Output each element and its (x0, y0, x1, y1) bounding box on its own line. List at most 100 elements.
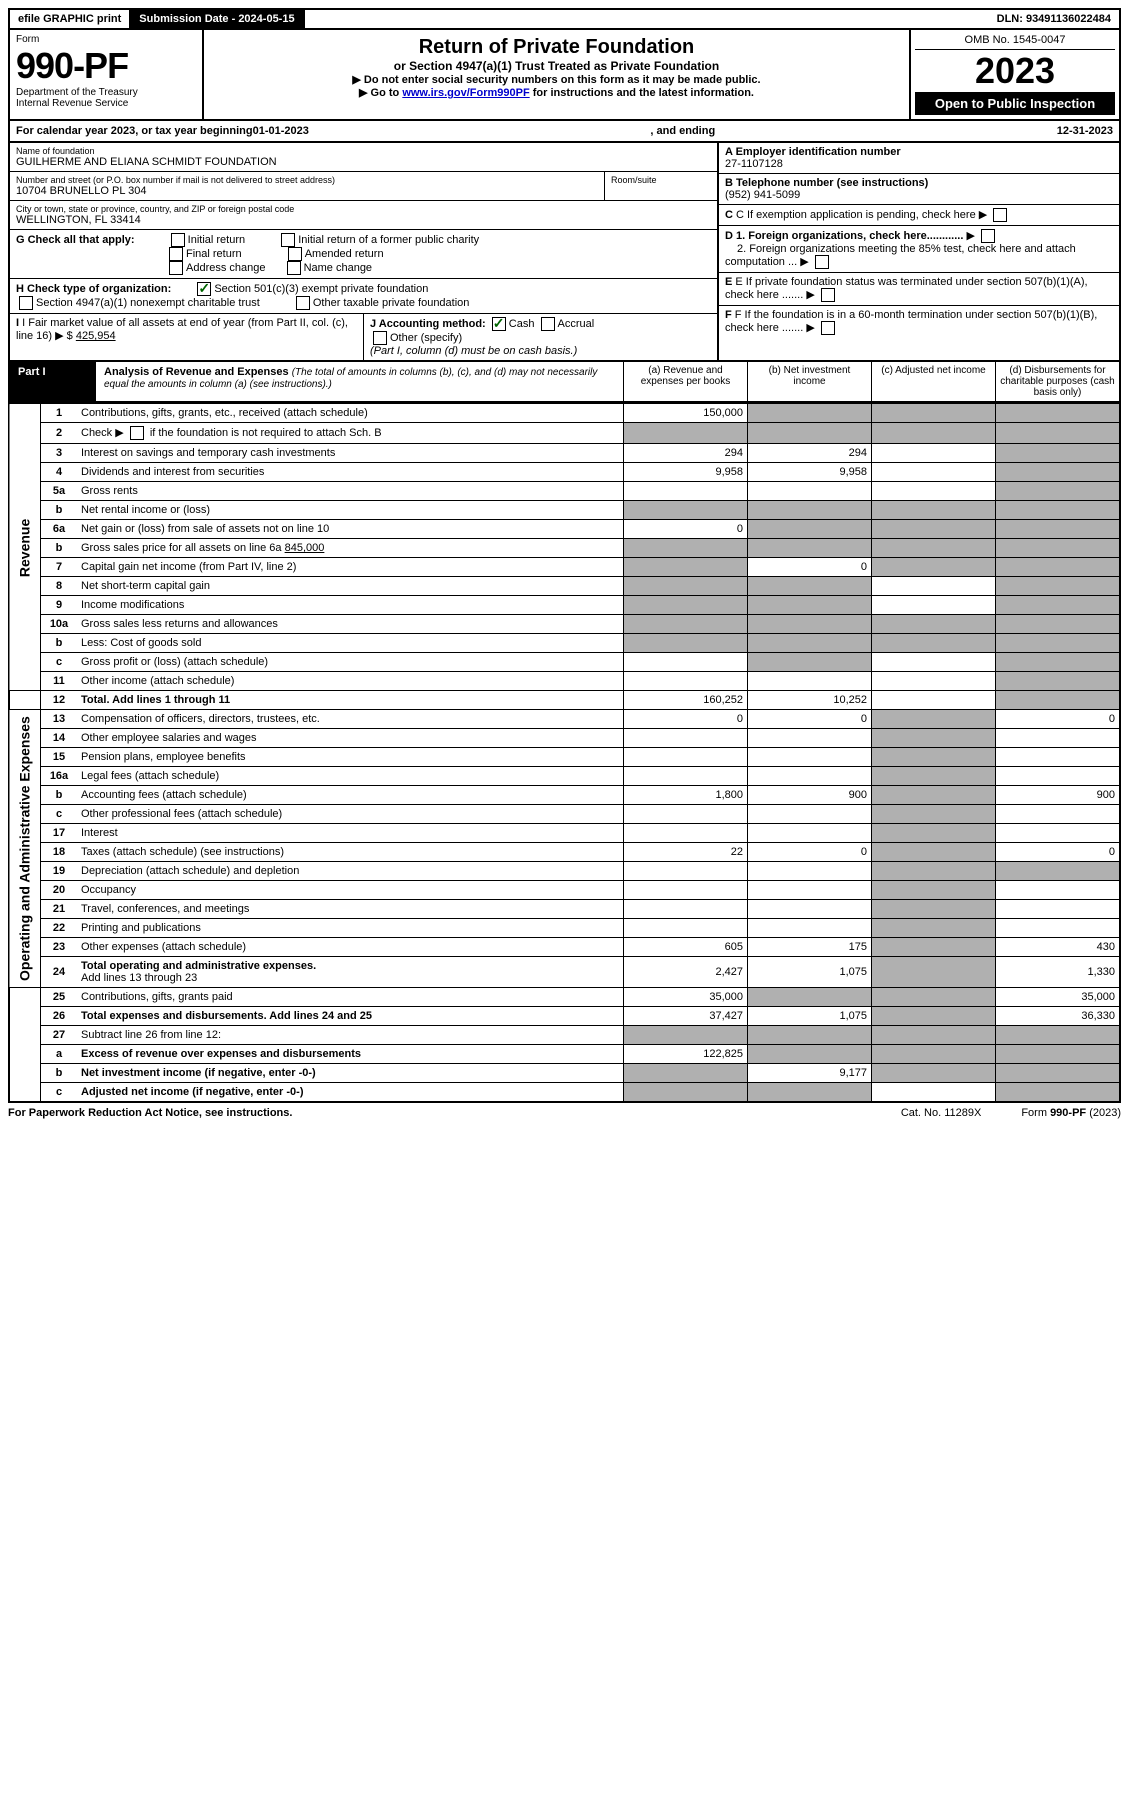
table-row: 6a Net gain or (loss) from sale of asset… (9, 520, 1120, 539)
ein-label: A Employer identification number (725, 146, 1113, 158)
part1-title: Analysis of Revenue and Expenses (104, 366, 289, 378)
name-change-checkbox[interactable] (287, 261, 301, 275)
paperwork-notice: For Paperwork Reduction Act Notice, see … (8, 1107, 292, 1119)
table-row: 22 Printing and publications (9, 919, 1120, 938)
ein-value: 27-1107128 (725, 158, 1113, 170)
calendar-year-row: For calendar year 2023, or tax year begi… (8, 121, 1121, 143)
d1-checkbox[interactable] (981, 229, 995, 243)
final-return-checkbox[interactable] (169, 247, 183, 261)
instruction-2: ▶ Go to www.irs.gov/Form990PF for instru… (210, 86, 903, 99)
table-row: 16a Legal fees (attach schedule) (9, 767, 1120, 786)
form-header: Form 990-PF Department of the Treasury I… (8, 30, 1121, 121)
table-row: 2 Check ▶ if the foundation is not requi… (9, 423, 1120, 444)
schb-checkbox[interactable] (130, 426, 144, 440)
i-fmv: I I Fair market value of all assets at e… (10, 314, 364, 360)
form-label: Form (16, 34, 196, 45)
city-label: City or town, state or province, country… (16, 204, 711, 214)
table-row: 23 Other expenses (attach schedule) 605 … (9, 938, 1120, 957)
fmv-value: 425,954 (76, 330, 116, 342)
table-row: 11 Other income (attach schedule) (9, 672, 1120, 691)
open-public: Open to Public Inspection (915, 92, 1115, 115)
table-row: 19 Depreciation (attach schedule) and de… (9, 862, 1120, 881)
topbar: efile GRAPHIC print Submission Date - 20… (8, 8, 1121, 30)
part1-table: Revenue 1 Contributions, gifts, grants, … (8, 403, 1121, 1103)
col-d-head: (d) Disbursements for charitable purpose… (995, 362, 1119, 401)
table-row: 14 Other employee salaries and wages (9, 729, 1120, 748)
table-row: Revenue 1 Contributions, gifts, grants, … (9, 404, 1120, 423)
table-row: 7 Capital gain net income (from Part IV,… (9, 558, 1120, 577)
f-termination: F F If the foundation is in a 60-month t… (719, 306, 1119, 338)
tel-label: B Telephone number (see instructions) (725, 177, 1113, 189)
addr-label: Number and street (or P.O. box number if… (16, 175, 598, 185)
address-change-checkbox[interactable] (169, 261, 183, 275)
j-accounting: J Accounting method: Cash Accrual Other … (364, 314, 717, 360)
table-row: c Other professional fees (attach schedu… (9, 805, 1120, 824)
efile-label[interactable]: efile GRAPHIC print (10, 10, 131, 28)
e-checkbox[interactable] (821, 288, 835, 302)
form-title: Return of Private Foundation (210, 36, 903, 59)
table-row: 18 Taxes (attach schedule) (see instruct… (9, 843, 1120, 862)
tax-year: 2023 (915, 50, 1115, 92)
irs-label: Internal Revenue Service (16, 98, 196, 109)
e-terminated: E E If private foundation status was ter… (719, 273, 1119, 306)
cat-no: Cat. No. 11289X (901, 1107, 982, 1119)
d2-checkbox[interactable] (815, 255, 829, 269)
table-row: 25 Contributions, gifts, grants paid 35,… (9, 988, 1120, 1007)
table-row: 27 Subtract line 26 from line 12: (9, 1026, 1120, 1045)
table-row: 24 Total operating and administrative ex… (9, 957, 1120, 988)
col-b-head: (b) Net investment income (747, 362, 871, 401)
accrual-checkbox[interactable] (541, 317, 555, 331)
table-row: 12 Total. Add lines 1 through 11 160,252… (9, 691, 1120, 710)
501c3-checkbox[interactable] (197, 282, 211, 296)
submission-date: Submission Date - 2024-05-15 (131, 10, 304, 28)
d-foreign: D 1. Foreign organizations, check here..… (719, 226, 1119, 273)
4947-checkbox[interactable] (19, 296, 33, 310)
h-check-row: H Check type of organization: Section 50… (10, 279, 717, 314)
omb-number: OMB No. 1545-0047 (915, 34, 1115, 50)
initial-return-checkbox[interactable] (171, 233, 185, 247)
initial-former-checkbox[interactable] (281, 233, 295, 247)
table-row: 15 Pension plans, employee benefits (9, 748, 1120, 767)
cash-checkbox[interactable] (492, 317, 506, 331)
table-row: a Excess of revenue over expenses and di… (9, 1045, 1120, 1064)
name-label: Name of foundation (16, 146, 711, 156)
part1-header: Part I Analysis of Revenue and Expenses … (8, 362, 1121, 403)
amended-return-checkbox[interactable] (288, 247, 302, 261)
irs-link[interactable]: www.irs.gov/Form990PF (402, 87, 529, 99)
table-row: b Accounting fees (attach schedule) 1,80… (9, 786, 1120, 805)
info-section: Name of foundation GUILHERME AND ELIANA … (8, 143, 1121, 362)
city-state-zip: WELLINGTON, FL 33414 (16, 214, 711, 226)
c-checkbox[interactable] (993, 208, 1007, 222)
table-row: 4 Dividends and interest from securities… (9, 463, 1120, 482)
street-address: 10704 BRUNELLO PL 304 (16, 185, 598, 197)
footer: For Paperwork Reduction Act Notice, see … (8, 1103, 1121, 1119)
tel-value: (952) 941-5099 (725, 189, 1113, 201)
form-footer: Form 990-PF (2023) (1021, 1107, 1121, 1119)
table-row: 21 Travel, conferences, and meetings (9, 900, 1120, 919)
col-a-head: (a) Revenue and expenses per books (623, 362, 747, 401)
table-row: 8 Net short-term capital gain (9, 577, 1120, 596)
revenue-side-label: Revenue (9, 404, 41, 691)
part1-label: Part I (10, 362, 96, 401)
expenses-side-label: Operating and Administrative Expenses (9, 710, 41, 988)
room-label: Room/suite (611, 175, 711, 185)
table-row: 17 Interest (9, 824, 1120, 843)
instruction-1: ▶ Do not enter social security numbers o… (210, 73, 903, 86)
dept-treasury: Department of the Treasury (16, 87, 196, 98)
dln: DLN: 93491136022484 (989, 10, 1119, 28)
table-row: c Gross profit or (loss) (attach schedul… (9, 653, 1120, 672)
table-row: 26 Total expenses and disbursements. Add… (9, 1007, 1120, 1026)
other-method-checkbox[interactable] (373, 331, 387, 345)
c-exemption: C C If exemption application is pending,… (719, 205, 1119, 226)
table-row: b Net investment income (if negative, en… (9, 1064, 1120, 1083)
table-row: b Less: Cost of goods sold (9, 634, 1120, 653)
table-row: 9 Income modifications (9, 596, 1120, 615)
other-taxable-checkbox[interactable] (296, 296, 310, 310)
form-number: 990-PF (16, 45, 196, 87)
table-row: Operating and Administrative Expenses 13… (9, 710, 1120, 729)
table-row: c Adjusted net income (if negative, ente… (9, 1083, 1120, 1103)
g-check-row: G Check all that apply: Initial return I… (10, 230, 717, 279)
table-row: b Gross sales price for all assets on li… (9, 539, 1120, 558)
f-checkbox[interactable] (821, 321, 835, 335)
foundation-name: GUILHERME AND ELIANA SCHMIDT FOUNDATION (16, 156, 711, 168)
